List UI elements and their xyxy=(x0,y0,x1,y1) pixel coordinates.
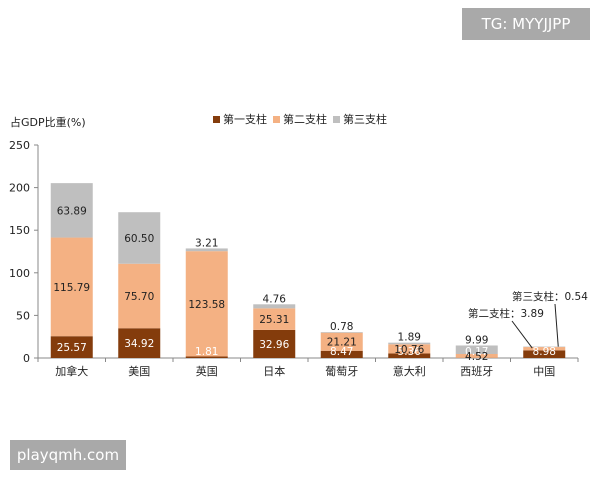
y-tick-label: 250 xyxy=(9,139,30,152)
data-label: 3.21 xyxy=(195,237,218,249)
data-label: 0.78 xyxy=(330,321,353,333)
y-tick-label: 0 xyxy=(23,352,30,365)
bar-pillar3 xyxy=(253,304,296,309)
x-tick-label: 西班牙 xyxy=(460,365,493,378)
y-tick-label: 100 xyxy=(9,267,30,280)
data-label: 75.70 xyxy=(124,291,154,303)
x-tick-label: 葡萄牙 xyxy=(325,365,358,378)
bar-pillar3 xyxy=(118,212,161,264)
bar-pillar2 xyxy=(253,308,296,330)
data-label: 1.81 xyxy=(195,346,218,358)
x-tick-label: 日本 xyxy=(263,364,285,378)
legend-swatch xyxy=(213,116,220,123)
data-label: 32.96 xyxy=(259,339,289,351)
y-tick-label: 200 xyxy=(9,182,30,195)
annotation-leader xyxy=(511,320,533,349)
bar-pillar2 xyxy=(185,251,228,357)
legend-label: 第二支柱 xyxy=(283,112,327,126)
bar-pillar3 xyxy=(185,248,228,252)
bar-pillar3 xyxy=(388,342,431,345)
bar-pillar1 xyxy=(523,350,566,358)
bar-pillar3 xyxy=(320,332,363,333)
data-label: 0.17 xyxy=(465,346,488,358)
data-label: 4.52 xyxy=(465,351,488,363)
data-label: 8.98 xyxy=(533,346,556,358)
bar-pillar1 xyxy=(388,353,431,358)
data-label: 63.89 xyxy=(57,205,87,217)
data-label: 60.50 xyxy=(124,233,154,245)
data-label: 10.76 xyxy=(394,344,424,356)
bar-pillar1 xyxy=(185,356,228,358)
data-label: 5.36 xyxy=(398,346,422,358)
legend-swatch xyxy=(333,116,340,123)
bar-pillar2 xyxy=(455,354,498,358)
x-tick-label: 意大利 xyxy=(393,364,426,378)
legend: 第一支柱 第二支柱 第三支柱 xyxy=(213,112,387,126)
data-label: 25.31 xyxy=(259,314,289,326)
data-label: 9.99 xyxy=(465,334,488,346)
watermark-bottom: playqmh.com xyxy=(10,440,126,470)
legend-swatch xyxy=(273,116,280,123)
data-label: 34.92 xyxy=(124,338,154,350)
bar-pillar1 xyxy=(50,336,93,358)
bar-pillar2 xyxy=(388,344,431,354)
bar-pillar2 xyxy=(118,263,161,329)
x-tick-label: 英国 xyxy=(196,364,218,378)
bar-pillar2 xyxy=(320,332,363,351)
legend-label: 第一支柱 xyxy=(223,112,267,126)
data-label: 25.57 xyxy=(57,342,87,354)
bar-pillar1 xyxy=(320,350,363,358)
data-label: 4.76 xyxy=(263,293,287,305)
annotation-pillar2: 第二支柱：3.89 xyxy=(468,307,544,320)
bar-pillar3 xyxy=(50,183,93,238)
bars xyxy=(50,183,566,358)
annotations: 第三支柱：0.54 第二支柱：3.89 xyxy=(468,290,588,349)
y-axis-title: 占GDP比重(%) xyxy=(10,115,86,129)
watermark-top: TG: MYYJJPP xyxy=(462,8,590,40)
bar-pillar2 xyxy=(523,347,566,351)
data-label: 21.21 xyxy=(327,337,357,349)
annotation-leader xyxy=(554,303,559,347)
bar-pillar2 xyxy=(50,237,93,337)
axes: 0 50 100 150 200 250 加拿大 美国 英国 日本 葡萄牙 意大利 西班牙 中国 xyxy=(9,139,579,378)
data-label: 1.89 xyxy=(398,332,421,344)
legend-label: 第三支柱 xyxy=(343,112,387,126)
y-tick-label: 150 xyxy=(9,224,30,237)
data-label: 8.47 xyxy=(330,346,353,358)
x-tick-label: 美国 xyxy=(128,365,150,378)
data-label: 115.79 xyxy=(53,282,90,294)
bar-pillar1 xyxy=(253,329,296,358)
data-labels: 25.57 115.79 63.89 34.92 75.70 60.50 1.81 123.5… xyxy=(53,205,556,363)
bar-pillar3 xyxy=(455,345,498,355)
data-label: 123.58 xyxy=(188,299,225,311)
bar-pillar1 xyxy=(118,328,161,358)
y-tick-label: 50 xyxy=(16,309,30,322)
x-tick-label: 加拿大 xyxy=(55,364,88,378)
annotation-pillar3: 第三支柱：0.54 xyxy=(512,290,588,303)
x-tick-label: 中国 xyxy=(533,365,555,378)
